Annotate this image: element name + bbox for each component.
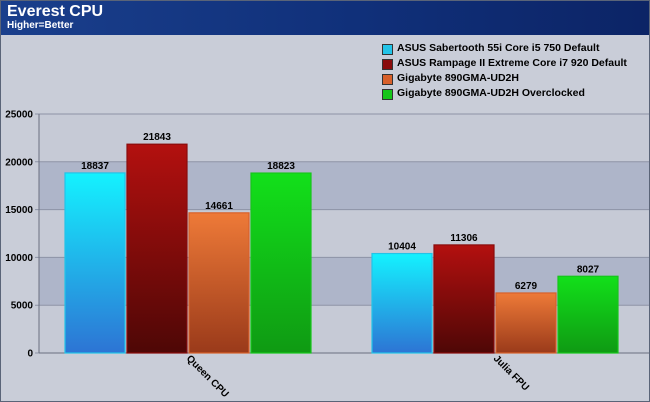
legend-label: Gigabyte 890GMA-UD2H (397, 72, 519, 84)
chart-subtitle: Higher=Better (7, 20, 74, 31)
data-label: 8027 (577, 264, 600, 275)
legend-item: Gigabyte 890GMA-UD2H (382, 71, 627, 86)
bar (126, 143, 188, 354)
data-label: 18823 (267, 161, 295, 172)
y-tick-label: 25000 (5, 110, 33, 121)
legend-label: ASUS Rampage II Extreme Core i7 920 Defa… (397, 57, 627, 69)
legend-item: ASUS Rampage II Extreme Core i7 920 Defa… (382, 56, 627, 71)
bar (557, 275, 619, 354)
legend-item: ASUS Sabertooth 55i Core i5 750 Default (382, 41, 627, 56)
y-tick-label: 15000 (5, 205, 33, 216)
bar (495, 292, 557, 354)
legend-item: Gigabyte 890GMA-UD2H Overclocked (382, 86, 627, 101)
legend-label: Gigabyte 890GMA-UD2H Overclocked (397, 87, 585, 99)
bar (64, 172, 126, 354)
data-label: 14661 (205, 201, 233, 212)
y-tick-label: 20000 (5, 157, 33, 168)
chart-legend: ASUS Sabertooth 55i Core i5 750 Default A… (382, 41, 627, 101)
bar (250, 172, 312, 354)
y-tick-label: 10000 (5, 253, 33, 264)
x-tick-label: Queen CPU (184, 353, 231, 400)
chart-title: Everest CPU (7, 3, 104, 20)
bar (371, 252, 433, 354)
data-label: 18837 (81, 161, 109, 172)
legend-swatch (382, 74, 393, 85)
legend-label: ASUS Sabertooth 55i Core i5 750 Default (397, 42, 600, 54)
chart-header: Everest CPU Higher=Better (1, 1, 649, 35)
legend-swatch (382, 44, 393, 55)
legend-swatch (382, 89, 393, 100)
y-tick-label: 0 (27, 349, 33, 360)
bar (433, 244, 495, 354)
x-tick-label: Julia FPU (491, 353, 531, 393)
data-label: 21843 (143, 132, 171, 143)
y-tick-label: 5000 (11, 301, 34, 312)
data-label: 10404 (388, 242, 416, 253)
data-label: 11306 (450, 233, 478, 244)
data-label: 6279 (515, 281, 538, 292)
legend-swatch (382, 59, 393, 70)
bar (188, 212, 250, 354)
